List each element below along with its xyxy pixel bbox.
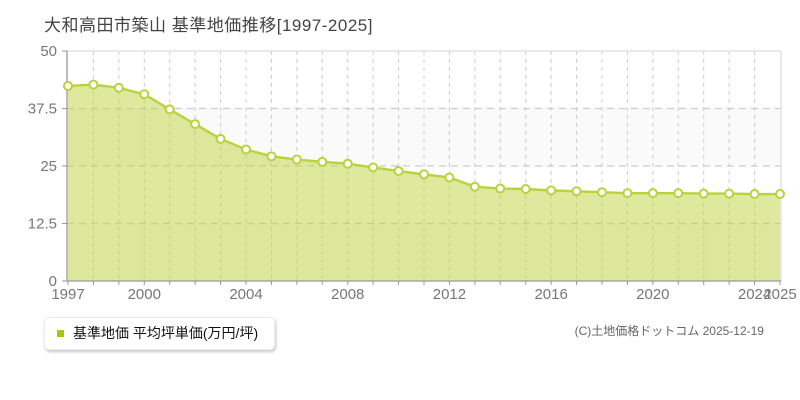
copyright-notice: (C)土地価格ドットコム 2025-12-19 (574, 324, 764, 338)
data-point-marker (469, 181, 480, 192)
data-point-marker (724, 188, 735, 199)
data-point-marker (749, 189, 760, 200)
data-point-marker (495, 183, 506, 194)
x-axis-label: 1997 (51, 286, 84, 303)
x-axis-label: 2008 (331, 286, 364, 303)
data-point-marker (546, 185, 557, 196)
x-axis-label: 2000 (128, 286, 161, 303)
chart-area-fill (68, 84, 780, 281)
data-point-marker (622, 188, 633, 199)
y-axis-label: 50 (40, 43, 57, 60)
y-axis-label: 25 (40, 158, 57, 175)
x-axis-label: 2025 (763, 286, 796, 303)
data-point-marker (647, 188, 658, 199)
data-point-marker (63, 80, 73, 91)
x-axis-label: 2012 (433, 286, 466, 303)
y-axis-label: 37.5 (28, 101, 57, 118)
data-point-marker (368, 162, 379, 173)
legend: 基準地価 平均坪単価(万円/坪) (44, 317, 276, 350)
data-point-marker (88, 79, 99, 90)
data-point-marker (520, 184, 531, 194)
x-axis-label: 2020 (636, 286, 669, 303)
data-point-marker (597, 187, 607, 198)
legend-series-label: 基準地価 平均坪単価(万円/坪) (73, 325, 259, 341)
data-point-marker (241, 144, 251, 155)
data-point-marker (113, 82, 124, 93)
data-point-marker (342, 158, 353, 169)
data-point-marker (190, 119, 201, 130)
data-point-marker (673, 188, 684, 199)
data-point-marker (775, 189, 785, 200)
y-axis-label: 0 (49, 273, 57, 290)
data-point-marker (164, 104, 175, 115)
data-point-marker (317, 156, 328, 167)
y-axis-label: 12.5 (28, 216, 57, 233)
chart-title: 大和高田市築山 基準地価推移[1997-2025] (44, 16, 373, 35)
x-axis-label: 2004 (229, 286, 262, 303)
x-axis-label: 2016 (534, 286, 567, 303)
data-point-marker (698, 188, 709, 199)
data-point-marker (444, 172, 455, 183)
data-point-marker (419, 169, 429, 180)
legend-series-marker-icon (57, 329, 64, 337)
data-point-marker (571, 186, 582, 197)
price-trend-chart: 0 12.5 25 37.5 50 1997 2000 2004 2008 2012 2016 202… (28, 43, 797, 303)
data-point-marker (393, 166, 404, 177)
data-point-marker (266, 151, 277, 162)
data-point-marker (139, 89, 150, 100)
data-point-marker (291, 154, 302, 165)
x-axis-label: 2024 (738, 286, 771, 303)
data-point-marker (215, 133, 226, 144)
